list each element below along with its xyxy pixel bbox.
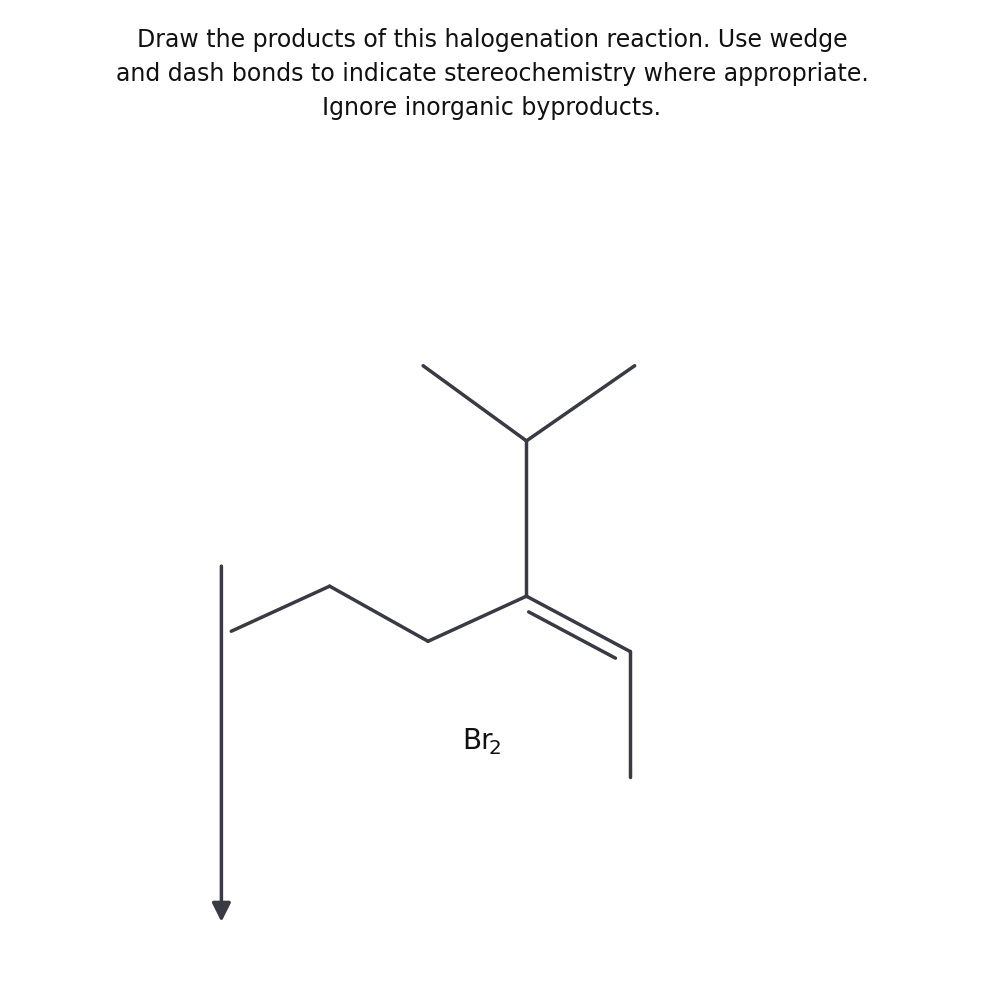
Text: and dash bonds to indicate stereochemistry where appropriate.: and dash bonds to indicate stereochemist… <box>116 62 868 86</box>
Text: 2: 2 <box>488 739 501 758</box>
Text: Draw the products of this halogenation reaction. Use wedge: Draw the products of this halogenation r… <box>137 28 847 52</box>
Text: Br: Br <box>462 727 493 756</box>
Text: Ignore inorganic byproducts.: Ignore inorganic byproducts. <box>323 96 661 120</box>
